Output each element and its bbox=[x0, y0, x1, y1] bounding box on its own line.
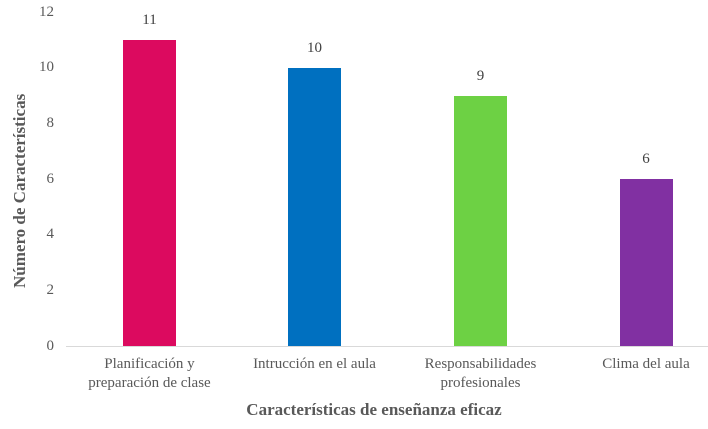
y-tick-2: 2 bbox=[46, 282, 55, 298]
y-tick-6: 6 bbox=[46, 171, 55, 187]
bar bbox=[123, 39, 176, 346]
x-tick-label: Clima del aula bbox=[602, 356, 690, 372]
bar bbox=[454, 95, 507, 346]
y-tick-4: 4 bbox=[46, 226, 55, 242]
y-tick-8: 8 bbox=[46, 115, 55, 131]
bar bbox=[619, 179, 673, 346]
bar bbox=[288, 67, 341, 346]
x-tick-label: Planificación y preparación de clase bbox=[88, 356, 211, 391]
x-axis-line bbox=[66, 346, 708, 347]
x-tick-label: Responsabilidades profesionales bbox=[424, 356, 537, 391]
x-axis-title: Características de enseñanza eficaz bbox=[246, 400, 502, 419]
y-tick-12: 12 bbox=[39, 4, 54, 20]
y-tick-10: 10 bbox=[39, 59, 54, 75]
y-axis-title: Número de Características bbox=[10, 93, 29, 288]
data-label: 11 bbox=[142, 11, 157, 28]
data-label: 6 bbox=[642, 151, 650, 167]
x-tick-label: Intrucción en el aula bbox=[253, 356, 376, 372]
data-label: 10 bbox=[307, 39, 322, 56]
data-label: 9 bbox=[476, 67, 485, 84]
y-tick-0: 0 bbox=[46, 338, 55, 354]
